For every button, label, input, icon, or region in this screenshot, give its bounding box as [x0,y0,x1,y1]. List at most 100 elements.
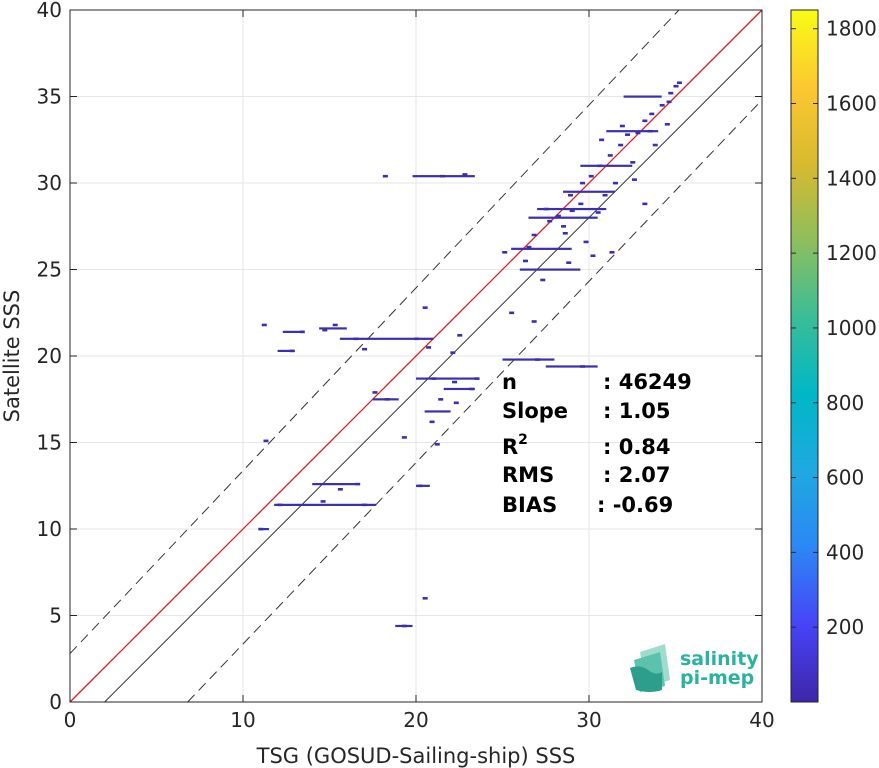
colorbar-tick-label: 1400 [826,166,877,190]
data-run [443,387,475,391]
data-run [319,327,347,330]
x-tick-label: 10 [230,708,255,732]
data-point [320,500,326,503]
data-point [595,211,601,214]
x-axis-ticks: 0 10 20 30 40 [64,10,775,732]
data-point [502,251,508,254]
colorbar-ticks: 200 400 600 800 1000 1200 1400 1600 1800 [791,17,877,639]
data-point [453,401,459,405]
data-point [547,219,553,223]
reference-line-identity [104,44,763,703]
data-point [422,597,428,600]
stat-label-r2: R2 [502,432,528,459]
stat-label-rms: RMS [502,463,554,487]
data-run [519,268,581,271]
data-point [362,503,368,507]
logo-text-salinity: salinity [680,648,759,670]
data-point [555,214,561,218]
data-point [630,161,636,164]
data-point [618,143,624,147]
colorbar-tick-label: 600 [826,466,864,490]
data-run [580,164,633,167]
data-point [426,346,432,349]
x-axis-label: TSG (GOSUD-Sailing-ship) SSS [256,744,576,768]
data-point [526,245,532,249]
data-point [543,207,549,211]
stats-box: n : 46249 Slope : 1.05 R2 : 0.84 RMS : 2… [502,370,692,517]
data-run [623,95,662,98]
colorbar-tick-label: 1200 [826,241,877,265]
data-point [566,261,572,264]
data-point [583,240,589,244]
y-tick-label: 40 [37,0,62,22]
data-point [355,482,361,486]
data-point [619,124,625,128]
y-tick-label: 30 [37,171,62,195]
x-tick-label: 40 [749,708,774,732]
stat-label-r2-base: R [502,435,518,459]
data-point [384,398,390,401]
data-run [277,349,295,353]
data-point [434,443,440,446]
stat-label-n: n [502,370,517,394]
data-point [414,337,419,341]
logo-wave-icon [630,644,670,692]
data-point [635,131,641,135]
data-point [676,81,682,85]
data-run [416,484,430,487]
data-point [431,377,437,380]
data-point [561,225,567,228]
data-point [401,436,407,439]
data-run [502,358,555,361]
x-tick-label: 0 [64,708,77,732]
data-point [263,439,269,443]
data-point [588,174,594,178]
colorbar-tick-label: 1800 [826,17,877,41]
data-point [429,420,435,424]
y-tick-label: 35 [37,85,62,109]
data-run [282,330,304,333]
data-point [569,209,575,213]
y-tick-label: 5 [49,604,62,628]
data-point [567,193,573,197]
data-point [422,306,428,309]
data-point [599,138,605,142]
colorbar-tick-label: 800 [826,391,864,415]
data-point [590,254,596,258]
stat-label-bias: BIAS [502,493,557,517]
data-point [625,133,631,136]
data-point [332,323,338,327]
data-run [537,207,607,211]
y-axis-label: Satellite SSS [0,290,24,423]
data-point [535,358,541,361]
data-point [372,391,378,394]
data-point [664,122,670,126]
data-point [652,143,658,147]
data-point [631,178,637,181]
stat-label-slope: Slope [502,399,568,423]
density-points [258,81,682,628]
data-point [299,330,305,334]
reference-line-upper-bound [69,9,680,654]
colorbar-gradient [790,9,819,703]
data-point [531,320,537,323]
stat-value-slope: : 1.05 [603,399,671,423]
x-tick-label: 20 [403,708,428,732]
logo-text-pimep: pi-mep [680,667,754,689]
data-point [642,119,648,123]
data-run [563,190,615,193]
data-point [642,202,648,206]
stat-label-r2-sup: 2 [518,432,528,448]
data-point [607,154,613,157]
data-point [450,351,456,354]
reference-line-regression [69,9,763,703]
data-point [469,387,475,391]
data-point [438,398,444,401]
data-point [531,233,537,237]
logo-wave-front [630,666,662,692]
data-point [322,328,328,332]
salinity-pimep-logo: salinity pi-mep [630,644,759,692]
y-axis-ticks: 0 5 10 15 20 25 30 35 40 [37,0,762,714]
data-point [649,112,655,116]
